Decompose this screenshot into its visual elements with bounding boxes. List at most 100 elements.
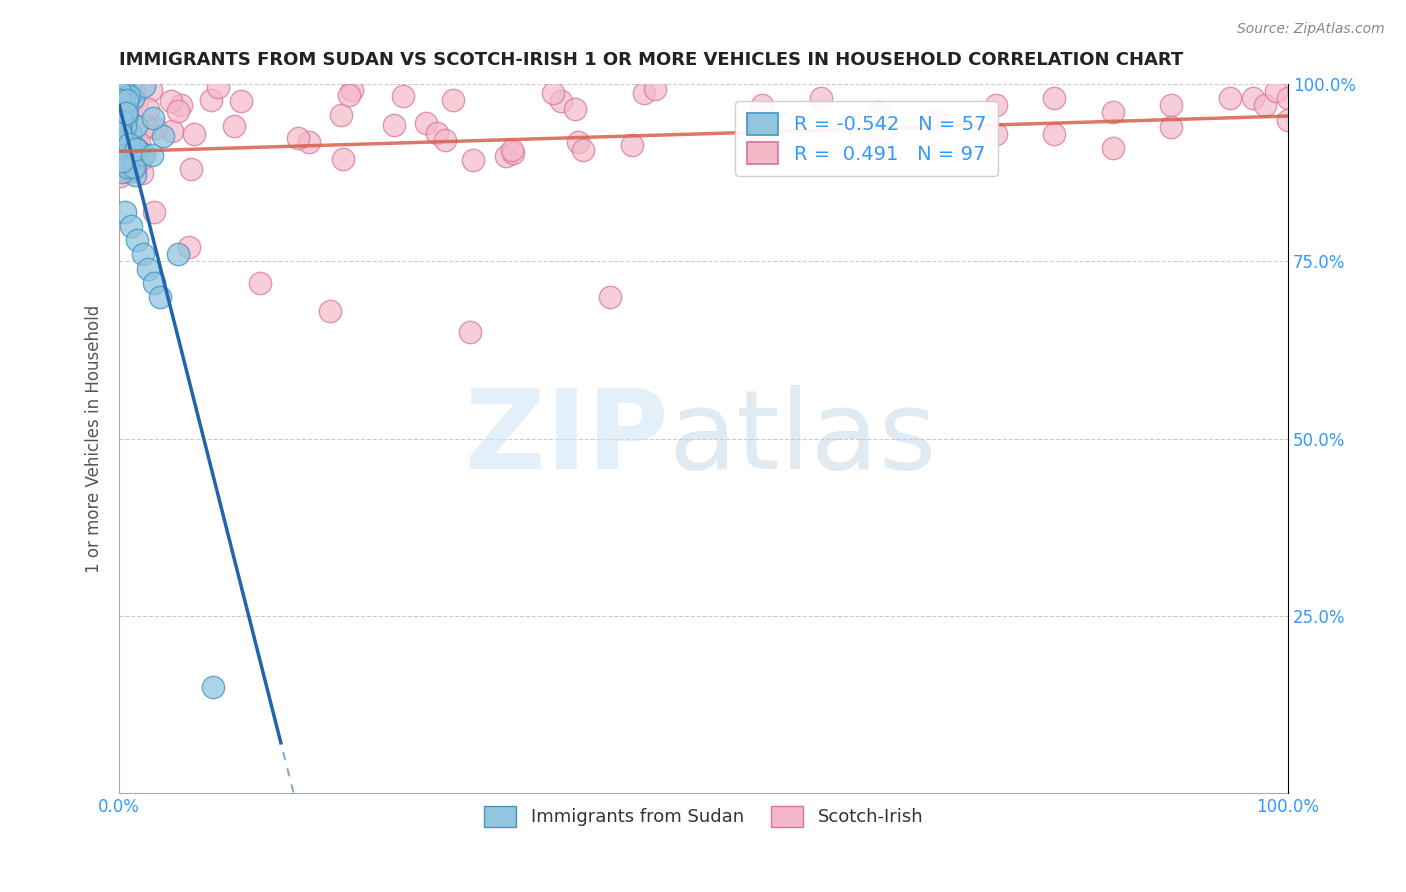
Point — [114, 139, 136, 153]
Point — [110, 142, 132, 156]
Point — [567, 135, 589, 149]
Point — [1277, 112, 1299, 127]
Point — [114, 145, 136, 159]
Point — [124, 151, 146, 165]
Point — [118, 126, 141, 140]
Point — [298, 135, 321, 149]
Point — [143, 121, 166, 136]
Point — [1253, 98, 1275, 112]
Point — [141, 148, 163, 162]
Point — [117, 136, 139, 151]
Point — [751, 98, 773, 112]
Point — [810, 91, 832, 105]
Point — [124, 154, 146, 169]
Point — [110, 135, 132, 149]
Point — [111, 81, 134, 95]
Point — [112, 87, 135, 101]
Point — [927, 112, 949, 127]
Point — [124, 86, 146, 100]
Point — [111, 84, 134, 98]
Point — [868, 105, 890, 120]
Point — [110, 162, 132, 177]
Point — [110, 121, 132, 136]
Point — [131, 166, 153, 180]
Point — [114, 110, 136, 124]
Point — [115, 103, 138, 117]
Point — [160, 123, 183, 137]
Point — [461, 153, 484, 167]
Point — [541, 86, 564, 100]
Point — [121, 151, 143, 165]
Point — [143, 204, 166, 219]
Point — [122, 91, 145, 105]
Point — [160, 94, 183, 108]
Point — [142, 111, 165, 125]
Point — [110, 127, 132, 141]
Point — [868, 141, 890, 155]
Point — [118, 165, 141, 179]
Point — [112, 93, 135, 107]
Point — [180, 161, 202, 176]
Point — [200, 94, 222, 108]
Point — [136, 102, 159, 116]
Point — [1101, 105, 1123, 120]
Point — [112, 156, 135, 170]
Point — [458, 326, 481, 340]
Point — [110, 92, 132, 106]
Point — [110, 105, 132, 120]
Point — [1160, 120, 1182, 134]
Point — [124, 162, 146, 177]
Point — [115, 93, 138, 107]
Point — [125, 142, 148, 156]
Point — [139, 83, 162, 97]
Point — [550, 94, 572, 108]
Point — [125, 133, 148, 147]
Point — [599, 290, 621, 304]
Point — [434, 134, 457, 148]
Point — [984, 127, 1007, 141]
Point — [166, 247, 188, 261]
Point — [114, 204, 136, 219]
Point — [120, 219, 142, 233]
Point — [564, 103, 586, 117]
Point — [125, 140, 148, 154]
Point — [229, 94, 252, 108]
Point — [633, 87, 655, 101]
Point — [111, 145, 134, 159]
Text: ZIP: ZIP — [465, 385, 669, 492]
Legend: Immigrants from Sudan, Scotch-Irish: Immigrants from Sudan, Scotch-Irish — [477, 798, 931, 834]
Point — [501, 144, 523, 158]
Point — [426, 126, 449, 140]
Point — [124, 98, 146, 112]
Point — [112, 104, 135, 119]
Point — [111, 108, 134, 122]
Point — [207, 79, 229, 94]
Point — [1219, 91, 1241, 105]
Point — [149, 290, 172, 304]
Point — [110, 155, 132, 169]
Point — [984, 98, 1007, 112]
Point — [110, 126, 132, 140]
Point — [391, 89, 413, 103]
Point — [135, 120, 157, 134]
Point — [110, 94, 132, 108]
Point — [138, 261, 160, 276]
Point — [132, 146, 155, 161]
Point — [224, 119, 246, 133]
Point — [121, 95, 143, 110]
Point — [110, 165, 132, 179]
Point — [114, 161, 136, 176]
Text: atlas: atlas — [669, 385, 936, 492]
Point — [152, 129, 174, 144]
Point — [124, 168, 146, 182]
Point — [110, 103, 132, 118]
Point — [1101, 141, 1123, 155]
Point — [110, 140, 132, 154]
Point — [111, 103, 134, 117]
Point — [110, 141, 132, 155]
Point — [124, 160, 146, 174]
Point — [382, 118, 405, 132]
Point — [117, 158, 139, 172]
Point — [201, 680, 224, 694]
Point — [337, 88, 360, 103]
